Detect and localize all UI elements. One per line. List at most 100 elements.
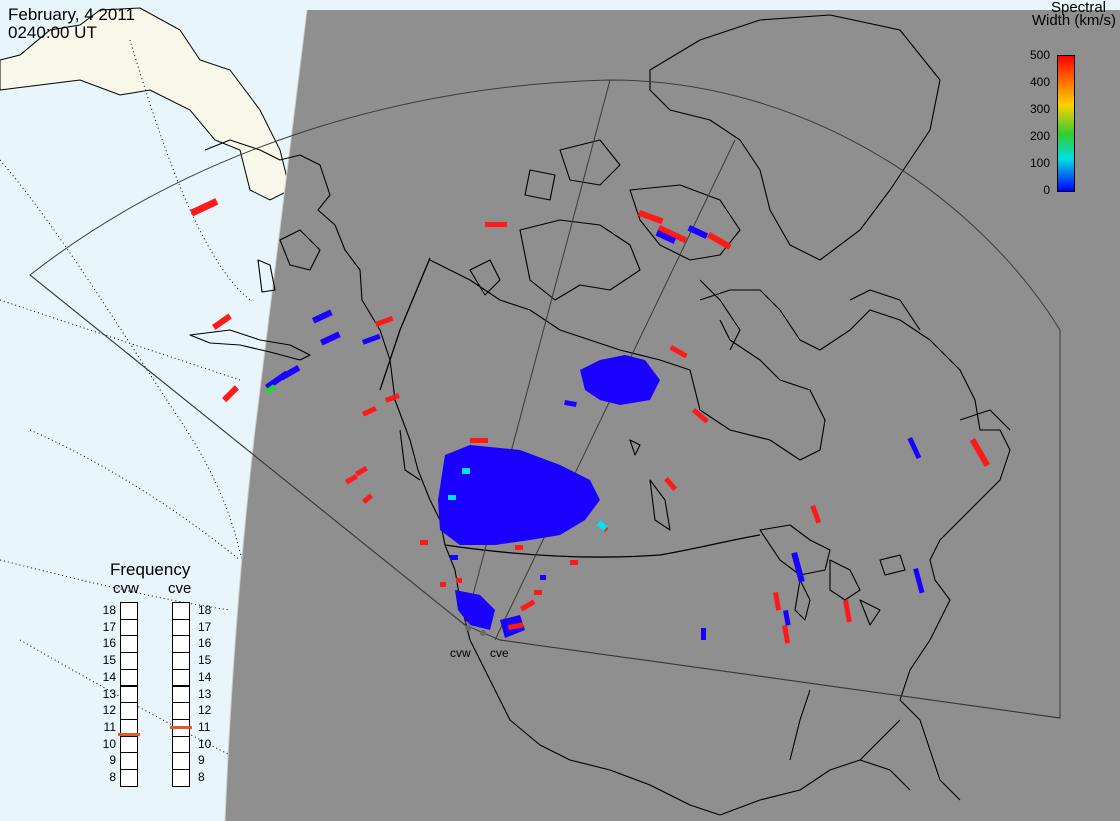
echo-cell <box>843 600 852 623</box>
frequency-cell <box>120 618 138 637</box>
frequency-cell <box>120 735 138 754</box>
frequency-scale-label: 17 <box>102 619 116 634</box>
echo-cell <box>362 493 373 504</box>
echo-cell <box>564 399 577 408</box>
echo-cell <box>507 622 524 630</box>
radar-site-cvw-marker <box>465 625 471 631</box>
frequency-scale-label: 10 <box>198 736 212 751</box>
radar-label-cvw: cvw <box>450 646 471 660</box>
frequency-scale-label: 13 <box>102 686 116 701</box>
frequency-title: Frequency <box>110 560 191 579</box>
time-label: 0240:00 UT <box>8 23 97 42</box>
frequency-scale-label: 11 <box>103 719 116 734</box>
frequency-cell <box>172 635 190 654</box>
frequency-scale-label: 15 <box>198 653 212 668</box>
frequency-cell <box>172 752 190 770</box>
frequency-scale-label: 9 <box>109 753 116 768</box>
legend-title-line2: Width (km/s) <box>1031 12 1116 29</box>
frequency-scale-label: 18 <box>102 603 116 617</box>
frequency-scale-label: 9 <box>198 753 205 768</box>
echo-cell <box>782 625 791 644</box>
echo-cell <box>969 437 990 467</box>
echo-cell <box>470 438 488 443</box>
echo-cell <box>440 582 446 587</box>
frequency-scale-label: 18 <box>198 603 212 617</box>
frequency-cell <box>120 668 138 687</box>
frequency-scale-label: 12 <box>198 703 212 718</box>
frequency-cell <box>120 685 138 704</box>
frequency-cell <box>120 769 138 787</box>
frequency-scale-label: 14 <box>102 669 116 684</box>
echo-cell <box>462 468 470 474</box>
frequency-scale-label: 8 <box>109 770 116 784</box>
frequency-scale-label: 8 <box>198 770 205 784</box>
frequency-scale-label: 12 <box>102 703 116 718</box>
echo-cell <box>420 540 428 545</box>
legend-tick-label: 0 <box>1043 183 1050 197</box>
frequency-scale-label: 10 <box>102 736 116 751</box>
echo-cell <box>375 315 394 327</box>
echo-cell <box>312 309 333 324</box>
echo-cell <box>265 384 277 395</box>
echo-cell <box>520 599 536 612</box>
echo-cell <box>450 555 458 560</box>
legend-tick-label: 300 <box>1029 102 1050 116</box>
boundaries <box>379 257 761 558</box>
echo-cell <box>773 592 782 611</box>
radar-label-cve: cve <box>490 646 509 660</box>
frequency-cell <box>120 635 138 654</box>
frequency-scale-label: 16 <box>198 636 212 651</box>
echo-cell <box>485 222 507 227</box>
echo-cell <box>384 393 400 403</box>
frequency-cell <box>120 652 138 670</box>
legend-tick-label: 500 <box>1029 48 1050 62</box>
echo-cell <box>687 225 709 239</box>
echo-cell <box>669 345 688 359</box>
frequency-scale-label: 14 <box>198 669 212 684</box>
echo-cell <box>907 436 922 460</box>
legend-tick-label: 400 <box>1029 75 1050 89</box>
date-label: February, 4 2011 <box>8 5 135 24</box>
echo-cell <box>534 590 542 595</box>
echo-cell <box>361 406 377 417</box>
echo-blob-west <box>438 445 600 545</box>
echo-cell <box>345 474 358 485</box>
spectral-width-colorbar <box>1057 55 1075 192</box>
echo-cell <box>190 198 219 217</box>
frequency-cell <box>172 652 190 670</box>
echo-cell <box>810 505 822 524</box>
echo-blob-near-radar <box>455 590 495 630</box>
echo-cell <box>362 333 381 345</box>
echo-cell <box>540 575 546 580</box>
echo-cell <box>637 209 664 225</box>
echo-cell <box>691 408 709 424</box>
frequency-scale-label: 11 <box>198 719 211 734</box>
echo-cell <box>280 365 301 381</box>
echo-cell <box>570 560 578 565</box>
radar-echoes <box>190 198 990 644</box>
frequency-scale-label: 15 <box>102 653 116 668</box>
radar-sites <box>465 625 486 636</box>
frequency-cell <box>120 702 138 720</box>
frequency-cell <box>120 752 138 770</box>
frequency-marker-cvw <box>118 732 140 736</box>
frequency-marker-cve <box>170 726 192 730</box>
legend-tick-label: 100 <box>1029 156 1050 170</box>
echo-cell <box>320 331 341 346</box>
echo-cell <box>706 232 732 250</box>
freq-radar-label-cvw: cvw <box>113 580 139 597</box>
frequency-cell <box>172 685 190 704</box>
echo-cell <box>596 519 608 532</box>
echo-blob-central <box>580 355 660 405</box>
graticule-lines <box>0 39 261 761</box>
freq-radar-label-cve: cve <box>168 580 192 597</box>
frequency-scale-label: 13 <box>198 686 212 701</box>
night-shading <box>225 10 1120 821</box>
echo-cell <box>448 495 456 500</box>
frequency-scale-label: 17 <box>198 619 212 634</box>
echo-cell <box>355 465 368 477</box>
terminator-line <box>224 9 308 821</box>
frequency-scale-label: 16 <box>102 636 116 651</box>
